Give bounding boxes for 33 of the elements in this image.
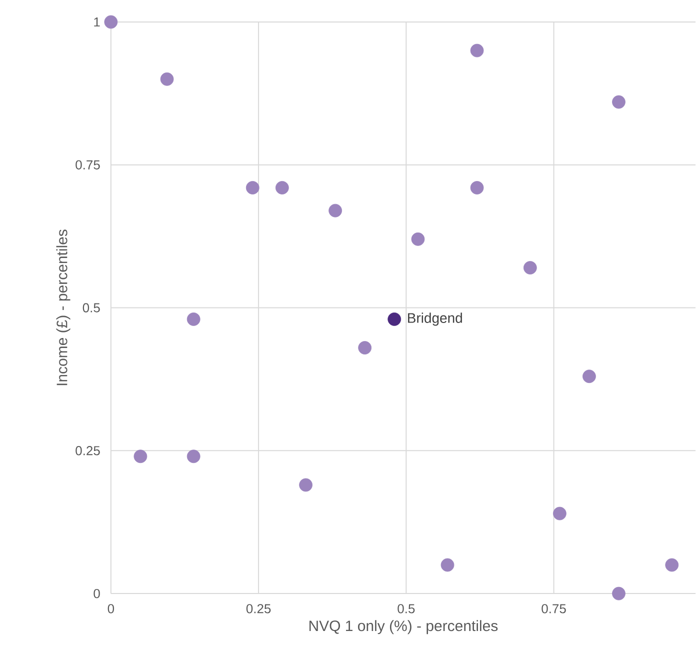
point: [612, 96, 626, 109]
x-axis-title: NVQ 1 only (%) - percentiles: [309, 620, 498, 634]
point: [275, 181, 289, 195]
y-tick-label: 0.25: [76, 446, 100, 456]
y-tick-label: 0.75: [76, 160, 100, 170]
point: [523, 261, 537, 275]
point: [246, 181, 260, 195]
point: [553, 507, 566, 520]
point: [470, 181, 484, 195]
point: [612, 587, 626, 600]
point: [470, 44, 484, 58]
x-tick-label: 0.25: [246, 604, 271, 614]
point: [134, 450, 148, 464]
point: [665, 558, 679, 572]
y-tick-label: 0: [94, 589, 100, 598]
x-tick-label: 0.75: [542, 604, 566, 614]
point: [440, 558, 454, 572]
point: [186, 450, 200, 464]
point: [160, 72, 174, 86]
point: [582, 370, 596, 384]
y-axis-title: Income (£) - percentiles: [56, 230, 70, 386]
point: [411, 232, 425, 246]
point: [358, 341, 372, 355]
point: [299, 478, 312, 492]
y-tick-label: 0.5: [82, 303, 100, 313]
point: [186, 312, 200, 326]
y-tick-label: 1: [94, 18, 100, 27]
point: [388, 312, 402, 326]
point: [328, 204, 342, 218]
series-label: Bridgend: [408, 312, 462, 326]
x-tick-label: 0.5: [398, 604, 415, 614]
point: [104, 16, 118, 29]
x-tick-label: 0: [108, 604, 114, 614]
